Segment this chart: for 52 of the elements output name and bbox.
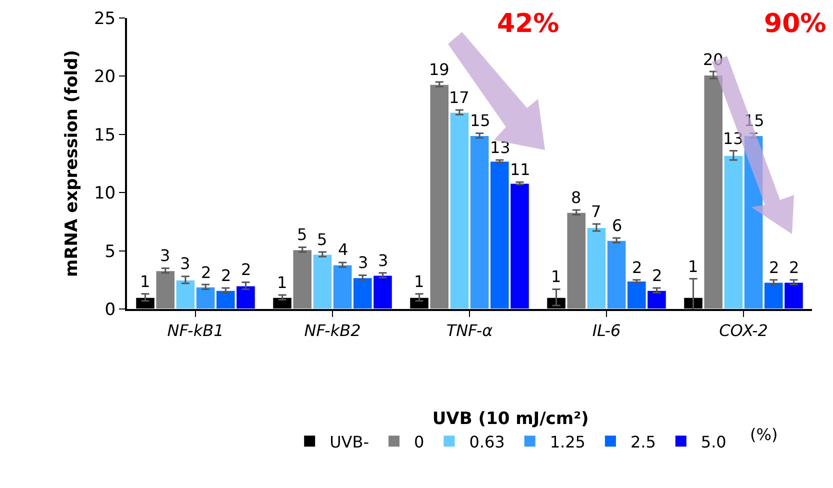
x-tick-label: TNF-α [446, 321, 494, 340]
legend-label: 0 [414, 432, 424, 452]
data-label: 5 [317, 230, 328, 249]
legend-label: UVB- [330, 432, 370, 452]
legend-label: 2.5 [630, 432, 656, 452]
y-tick-label: 0 [104, 300, 116, 320]
x-tick-label: NF-kB1 [167, 321, 224, 340]
data-label: 17 [449, 88, 470, 107]
legend-label: 1.25 [550, 432, 586, 452]
annotation: 90% [764, 9, 826, 39]
data-label: 5 [297, 225, 308, 244]
data-label: 2 [632, 258, 642, 277]
data-label: 19 [429, 60, 450, 79]
data-label: 2 [789, 258, 800, 277]
data-label: 8 [571, 188, 582, 207]
data-label: 2 [241, 260, 252, 279]
x-tick-label: NF-kB2 [304, 321, 361, 340]
text: (%) [750, 425, 778, 444]
legend-label: 5.0 [700, 432, 726, 452]
y-axis-title: mRNA expression (fold) [62, 50, 82, 278]
x-tick-label: IL-6 [592, 321, 621, 340]
y-tick-label: 5 [104, 242, 116, 262]
data-label: 13 [490, 138, 510, 157]
y-tick-label: 20 [94, 67, 116, 88]
data-label: 3 [180, 254, 190, 273]
data-label: 3 [160, 246, 170, 265]
data-label: 6 [612, 216, 622, 235]
data-label: 1 [551, 267, 562, 286]
data-label: 13 [723, 129, 744, 148]
y-tick-label: 25 [94, 8, 116, 29]
data-label: 15 [470, 111, 490, 130]
data-label: 7 [591, 202, 602, 221]
data-label: 4 [338, 240, 348, 259]
data-label: 1 [140, 272, 150, 291]
data-label: 3 [358, 253, 368, 272]
data-label: 15 [744, 111, 764, 130]
annotation: 42% [497, 9, 560, 39]
data-label: 1 [414, 272, 424, 291]
data-label: 20 [703, 50, 724, 69]
y-tick-label: 10 [94, 184, 116, 204]
data-label: 3 [378, 251, 388, 270]
data-label: 2 [201, 263, 212, 282]
data-label: 1 [277, 273, 288, 292]
legend-title: UVB (10 mJ/cm²) [432, 409, 589, 430]
data-label: 2 [769, 258, 780, 277]
data-label: 11 [510, 160, 530, 179]
x-tick-label: COX-2 [719, 321, 768, 340]
legend-label: 0.63 [469, 432, 505, 452]
data-label: 2 [652, 266, 662, 285]
y-tick-label: 15 [94, 125, 116, 146]
data-label: 2 [221, 266, 232, 285]
data-label: 1 [688, 257, 698, 276]
